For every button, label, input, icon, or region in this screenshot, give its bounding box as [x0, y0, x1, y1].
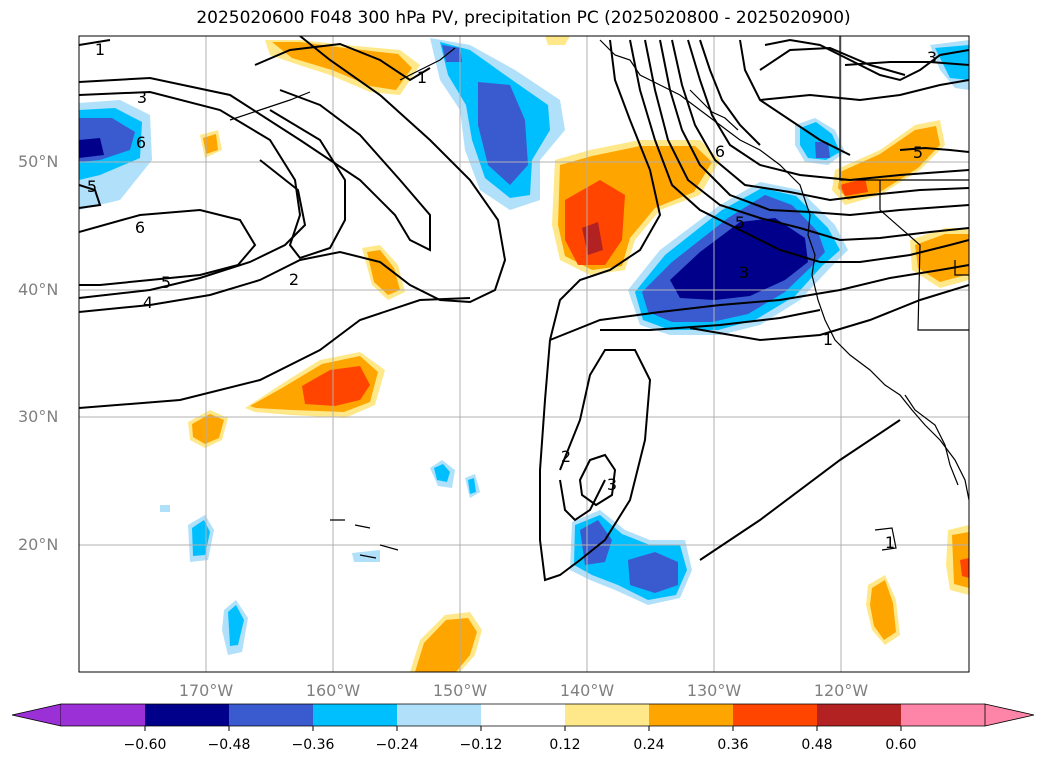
colorbar-tick-label: −0.48	[207, 737, 251, 753]
contour-label: 6	[715, 142, 725, 161]
colorbar-tick-label: −0.24	[375, 737, 419, 753]
colorbar-segment	[61, 704, 145, 726]
lon-label-130w: 130°W	[686, 681, 742, 700]
lat-label-30n: 30°N	[18, 407, 59, 426]
map-panel: 1 3 6 5 6 5 4 2 1 6 5 3 5 1 2 3 1 3	[79, 36, 969, 672]
colorbar-tick-label: 0.36	[717, 737, 749, 753]
colorbar-tick-label: 0.60	[885, 737, 917, 753]
contour-label: 3	[607, 475, 617, 494]
pv-contours	[79, 36, 969, 582]
lon-label-170w: 170°W	[178, 681, 234, 700]
colorbar-segment	[397, 704, 481, 726]
colorbar-tick-label: −0.12	[459, 737, 503, 753]
contour-label: 6	[136, 133, 146, 152]
contour-label: 3	[927, 48, 937, 67]
graticule	[79, 36, 969, 672]
colorbar-tick-label: −0.60	[123, 737, 167, 753]
colorbar-tick-label: 0.48	[801, 737, 833, 753]
contour-label: 3	[739, 263, 749, 282]
contour-label: 1	[417, 68, 427, 87]
contour-label: 5	[161, 273, 171, 292]
contour-label: 4	[143, 293, 153, 312]
contour-label: 5	[87, 177, 97, 196]
contour-label: 6	[135, 218, 145, 237]
lon-label-150w: 150°W	[432, 681, 488, 700]
colorbar-tick-label: 0.12	[549, 737, 581, 753]
lat-label-50n: 50°N	[18, 152, 59, 171]
colorbar-tick-label: −0.36	[291, 737, 335, 753]
lon-label-160w: 160°W	[305, 681, 361, 700]
lat-label-40n: 40°N	[18, 280, 59, 299]
precip-negative-shading	[79, 38, 969, 655]
colorbar-segment	[901, 704, 985, 726]
colorbar-extend-high	[984, 703, 1035, 727]
colorbar-segment	[481, 704, 565, 726]
contour-label: 2	[561, 447, 571, 466]
contour-label: 1	[885, 533, 895, 552]
colorbar	[11, 703, 1035, 731]
contour-label: 5	[913, 143, 923, 162]
map-frame	[78, 35, 970, 673]
contour-label: 3	[137, 88, 147, 107]
precip-positive-shading	[188, 36, 969, 672]
contour-label-group: 1 3 6 5 6 5 4 2 1 6 5 3 5 1 2 3 1 3	[87, 40, 937, 552]
contour-label: 1	[95, 40, 105, 59]
colorbar-segment	[565, 704, 649, 726]
colorbar-segment	[229, 704, 313, 726]
contour-label: 1	[823, 330, 833, 349]
lon-label-140w: 140°W	[559, 681, 615, 700]
colorbar-segment	[649, 704, 733, 726]
colorbar-segment	[145, 704, 229, 726]
lat-label-20n: 20°N	[18, 535, 59, 554]
colorbar-tick-label: 0.24	[633, 737, 665, 753]
colorbar-segment	[733, 704, 817, 726]
map-title: 2025020600 F048 300 hPa PV, precipitatio…	[196, 8, 851, 28]
colorbar-segment	[313, 704, 397, 726]
colorbar-extend-low	[11, 703, 62, 727]
contour-label: 5	[735, 213, 745, 232]
contour-label: 2	[289, 270, 299, 289]
colorbar-segment	[817, 704, 901, 726]
lon-label-120w: 120°W	[813, 681, 869, 700]
